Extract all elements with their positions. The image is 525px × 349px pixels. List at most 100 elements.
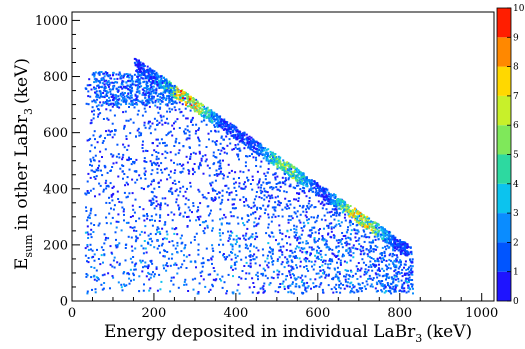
y-axis-title: Esumin other LaBr3(keV): [12, 58, 35, 270]
data-point: [208, 119, 211, 122]
data-point: [133, 226, 136, 229]
data-point: [298, 172, 300, 174]
data-point: [212, 114, 215, 117]
data-point: [290, 175, 293, 178]
data-point: [104, 85, 107, 88]
data-point: [307, 202, 310, 205]
data-point: [147, 267, 149, 270]
data-point: [94, 146, 96, 149]
data-point: [199, 202, 202, 205]
data-point: [130, 90, 133, 93]
data-point: [151, 122, 154, 125]
data-point: [169, 170, 172, 173]
data-point: [221, 173, 224, 176]
data-point: [98, 80, 101, 82]
data-point: [112, 154, 115, 157]
data-point: [190, 153, 192, 156]
data-point: [87, 191, 90, 194]
data-point: [166, 95, 168, 98]
data-point: [103, 72, 106, 75]
data-point: [185, 117, 188, 120]
data-point: [320, 256, 323, 259]
data-point: [165, 83, 168, 86]
data-point: [358, 215, 361, 218]
data-point: [201, 270, 204, 273]
data-point: [349, 233, 352, 236]
data-point: [210, 257, 213, 260]
data-point: [173, 94, 176, 97]
data-point: [264, 260, 267, 263]
data-point: [257, 278, 259, 281]
data-point: [92, 187, 95, 190]
data-point: [209, 109, 212, 112]
data-point: [242, 132, 244, 135]
data-point: [131, 226, 134, 229]
data-point: [116, 190, 119, 193]
data-point: [90, 228, 93, 231]
data-point: [270, 154, 273, 157]
data-point: [156, 119, 159, 122]
data-point: [259, 287, 262, 290]
data-point: [112, 81, 115, 84]
data-point: [147, 77, 150, 80]
data-point: [321, 236, 324, 239]
data-point: [198, 103, 201, 106]
data-point: [295, 231, 298, 234]
data-point: [145, 149, 147, 152]
data-point: [298, 242, 301, 245]
data-point: [335, 214, 338, 217]
data-point: [272, 186, 275, 189]
data-point: [87, 95, 90, 98]
data-point: [211, 262, 213, 265]
data-point: [295, 234, 297, 237]
data-point: [339, 202, 342, 205]
data-point: [211, 227, 214, 230]
data-point: [168, 99, 171, 102]
data-point: [180, 250, 183, 253]
data-point: [183, 254, 185, 257]
data-point: [264, 274, 267, 277]
data-point: [182, 167, 185, 170]
data-point: [369, 244, 372, 247]
data-point: [334, 200, 337, 202]
data-point: [273, 157, 276, 160]
data-point: [354, 236, 357, 239]
data-point: [404, 263, 407, 266]
data-point: [267, 213, 270, 216]
data-point: [144, 71, 147, 74]
data-point: [179, 97, 182, 100]
data-point: [301, 251, 304, 254]
data-point: [256, 144, 259, 147]
data-point: [171, 99, 174, 102]
data-point: [84, 254, 87, 257]
data-point: [374, 238, 377, 241]
data-point: [381, 283, 384, 286]
data-point: [122, 85, 125, 88]
data-point: [323, 227, 325, 230]
data-point: [161, 242, 164, 245]
data-point: [372, 230, 375, 233]
data-point: [222, 159, 224, 162]
data-point: [190, 241, 192, 244]
data-point: [111, 252, 114, 255]
data-point: [145, 80, 148, 83]
data-point: [286, 242, 288, 245]
data-point: [188, 134, 191, 137]
data-point: [338, 214, 341, 217]
data-point: [88, 84, 91, 87]
data-point: [229, 132, 232, 135]
data-point: [120, 95, 123, 98]
data-point: [309, 234, 312, 237]
data-point: [304, 287, 307, 290]
data-point: [173, 263, 176, 266]
data-point: [384, 245, 387, 248]
data-point: [199, 215, 202, 218]
data-point: [160, 116, 163, 119]
data-point: [109, 81, 112, 84]
data-point: [192, 151, 195, 154]
data-point: [159, 76, 161, 79]
data-point: [226, 152, 228, 155]
data-point: [170, 87, 173, 89]
data-point: [377, 229, 380, 232]
data-point: [178, 108, 181, 111]
